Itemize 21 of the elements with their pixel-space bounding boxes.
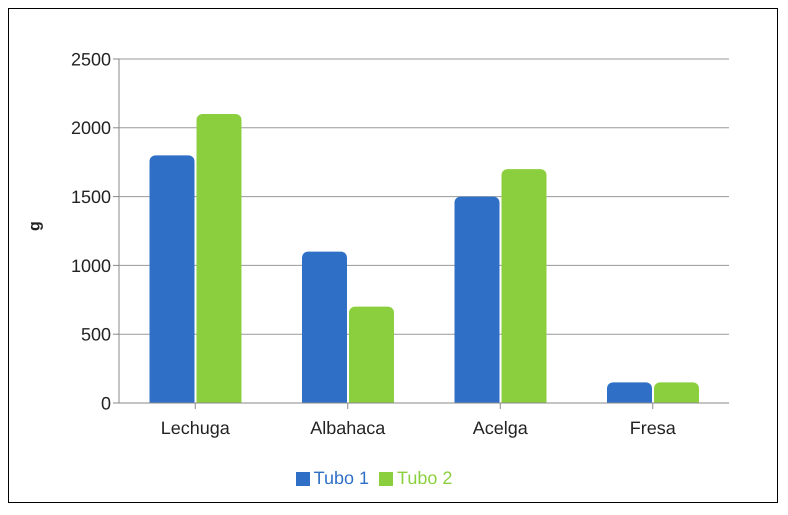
y-tick-label: 1500 — [70, 186, 111, 207]
y-tick-label: 1000 — [70, 256, 111, 276]
y-tick-label: 0 — [100, 393, 111, 414]
bar — [502, 169, 546, 403]
legend-label: Tubo 2 — [397, 468, 452, 488]
x-tick-label: Acelga — [472, 418, 529, 438]
bar — [454, 196, 500, 403]
legend-label: Tubo 1 — [314, 468, 369, 488]
x-tick-label: Albahaca — [310, 418, 386, 438]
y-tick-label: 2500 — [70, 49, 111, 70]
bar — [302, 252, 347, 403]
bar — [150, 155, 194, 403]
bar — [196, 114, 242, 403]
bar — [654, 382, 699, 403]
y-axis-title: g — [26, 221, 44, 231]
y-tick-label: 500 — [80, 324, 111, 345]
x-tick-label: Fresa — [630, 418, 677, 438]
bar — [607, 382, 652, 403]
y-tick-label: 2000 — [70, 118, 111, 138]
x-tick-label: Lechuga — [160, 418, 231, 438]
bar — [349, 306, 394, 403]
